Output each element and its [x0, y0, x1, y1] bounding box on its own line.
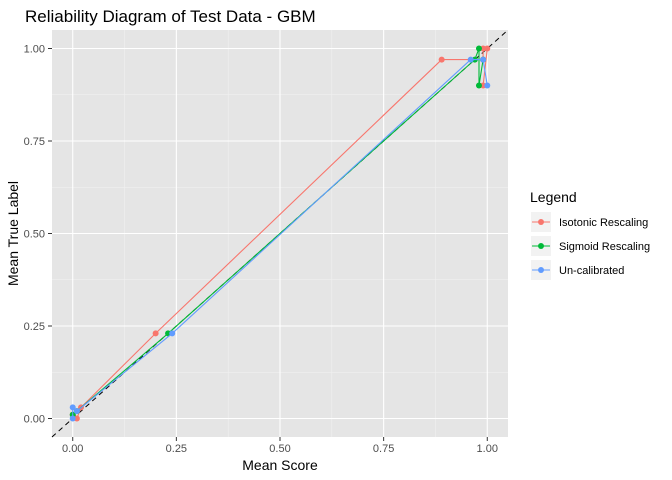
legend-item: Sigmoid Rescaling	[531, 236, 650, 256]
y-tick-label: 0.75	[24, 136, 45, 148]
legend-label: Sigmoid Rescaling	[559, 241, 650, 253]
y-tick-label: 1.00	[24, 44, 45, 56]
data-point	[480, 82, 487, 89]
x-axis: 0.00 0.25 0.50 0.75 1.00	[62, 437, 498, 455]
x-tick-label: 1.00	[477, 443, 498, 455]
x-tick-label: 0.25	[166, 443, 187, 455]
legend-item: Un-calibrated	[531, 260, 624, 280]
data-point	[484, 82, 491, 89]
legend-key-point	[538, 243, 544, 249]
data-point	[169, 330, 176, 337]
legend: Legend Isotonic Rescaling Sigmoid Rescali…	[530, 189, 650, 280]
y-axis: 0.00 0.25 0.50 0.75 1.00	[24, 44, 52, 426]
data-point	[69, 415, 76, 422]
data-point	[484, 45, 491, 52]
data-point	[152, 330, 159, 337]
data-point	[475, 82, 482, 89]
data-point	[480, 56, 487, 63]
legend-label: Isotonic Rescaling	[559, 217, 648, 229]
y-axis-title: Mean True Label	[5, 181, 21, 286]
x-axis-title: Mean Score	[242, 457, 318, 473]
series-un-calibrated	[69, 56, 491, 422]
x-tick-label: 0.50	[269, 443, 290, 455]
y-tick-label: 0.25	[24, 321, 45, 333]
data-point	[73, 408, 80, 415]
legend-title: Legend	[530, 189, 577, 205]
data-point	[480, 45, 487, 52]
x-tick-label: 0.75	[373, 443, 394, 455]
data-point	[73, 415, 80, 422]
y-tick-label: 0.50	[24, 229, 45, 241]
y-tick-label: 0.00	[24, 414, 45, 426]
data-point	[475, 45, 482, 52]
data-point	[69, 404, 76, 411]
chart-title: Reliability Diagram of Test Data - GBM	[25, 7, 316, 26]
legend-label: Un-calibrated	[559, 265, 624, 277]
data-point	[467, 56, 474, 63]
data-point	[438, 56, 445, 63]
series-layer	[69, 45, 491, 422]
legend-key-point	[538, 219, 544, 225]
x-tick-label: 0.00	[62, 443, 83, 455]
legend-key-point	[538, 267, 544, 273]
legend-item: Isotonic Rescaling	[531, 212, 648, 232]
